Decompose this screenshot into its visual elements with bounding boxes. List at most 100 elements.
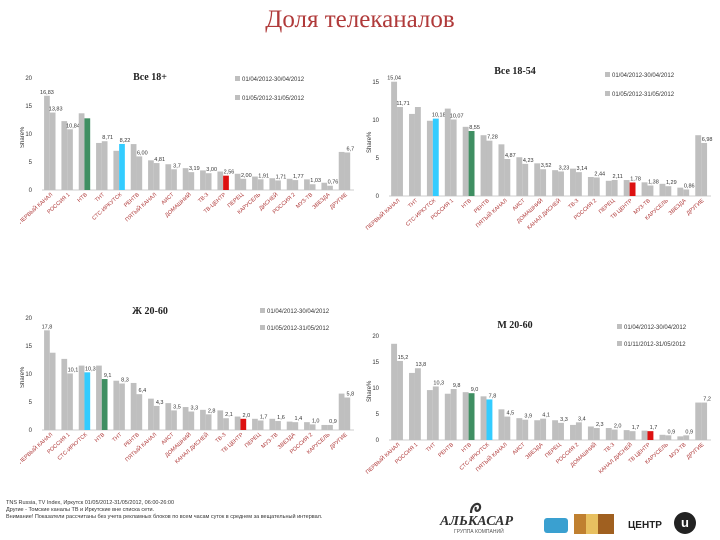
data-label: 10,3 xyxy=(433,380,444,386)
bar-april xyxy=(44,330,50,430)
bar-april xyxy=(426,120,433,196)
y-tick-label: 10 xyxy=(25,372,32,378)
bar-may xyxy=(629,182,636,196)
bar-april xyxy=(338,151,345,190)
bar-may xyxy=(647,431,654,440)
data-label: 2,3 xyxy=(596,422,604,428)
bar-april xyxy=(165,164,172,190)
data-label: 0,9 xyxy=(668,429,676,435)
bar-april xyxy=(552,170,559,196)
alkasar-logo-text: АЛЬКАСАР xyxy=(440,514,513,529)
bar-may xyxy=(153,405,160,430)
bar-may xyxy=(540,418,547,440)
category-label: ЗВЕЗДА xyxy=(312,192,332,211)
bar-april xyxy=(113,150,120,190)
warning-note: Внимание! Показатели рассчитаны без учет… xyxy=(6,514,323,520)
chart-men-20-60: М 20-60 01/04/2012-30/04/2012 01/11/2012-3… xyxy=(365,306,717,492)
bar-april xyxy=(148,398,154,430)
data-label: 1,7 xyxy=(632,425,640,431)
bar-may xyxy=(49,112,56,190)
category-label: ДРУГИЕ xyxy=(329,192,349,211)
source-note: TNS Russia, TV Index, Иркутск 01/05/2012… xyxy=(6,500,426,521)
bar-may xyxy=(575,172,582,196)
bar-april xyxy=(534,420,541,440)
bar-may xyxy=(67,129,73,190)
data-label: 10,18 xyxy=(432,113,446,119)
data-label: 2,00 xyxy=(241,173,252,179)
data-label: 10,3 xyxy=(85,366,96,372)
bar-may xyxy=(558,171,564,196)
data-label: 10,84 xyxy=(66,123,80,129)
alkasar-logo-subtitle: ГРУППА КОМПАНИЙ xyxy=(454,529,504,535)
bar-april xyxy=(182,407,189,430)
chart-women-20-60: Ж 20-60 01/04/2012-30/04/2012 01/05/2012-3… xyxy=(20,300,360,490)
data-label: 9,1 xyxy=(104,373,112,379)
bar-april xyxy=(498,409,505,440)
bar-may xyxy=(665,435,672,440)
bar-may xyxy=(223,175,229,190)
data-label: 3,4 xyxy=(578,416,586,422)
bar-april xyxy=(695,135,702,196)
y-axis-label: Share% xyxy=(367,131,373,153)
data-label: 9,8 xyxy=(453,383,461,389)
bar-may xyxy=(611,429,618,440)
y-tick-label: 10 xyxy=(372,386,379,392)
data-label: 6,7 xyxy=(346,146,354,152)
bar-april xyxy=(516,418,523,440)
category-label: ТВ-3 xyxy=(603,442,616,454)
bar-april xyxy=(677,187,684,196)
category-label: НТВ xyxy=(461,442,473,454)
bar-april xyxy=(570,168,576,196)
category-label: ПЕРЕЦ xyxy=(244,432,262,449)
category-label: НТВ xyxy=(94,432,106,444)
bar-may xyxy=(344,397,351,430)
bar-may xyxy=(153,163,160,190)
bar-may xyxy=(84,372,91,430)
y-tick-label: 10 xyxy=(25,132,32,138)
bar-may xyxy=(240,178,247,190)
data-label: 9,0 xyxy=(471,387,479,393)
category-label: ДРУГИЕ xyxy=(686,198,706,217)
bar-may xyxy=(522,419,529,440)
bar-may xyxy=(136,156,143,190)
bar-april xyxy=(96,142,102,190)
data-label: 5,8 xyxy=(346,392,354,398)
bar-may xyxy=(292,422,299,430)
bar-april xyxy=(78,113,85,190)
bar-april xyxy=(252,176,258,190)
legend-swatch xyxy=(260,308,265,313)
bar-may xyxy=(257,420,264,430)
bar-april xyxy=(321,182,328,190)
data-label: 8,3 xyxy=(121,378,129,384)
bar-april xyxy=(286,421,293,430)
data-label: 1,91 xyxy=(258,173,269,179)
bar-april xyxy=(130,144,137,190)
bar-april xyxy=(182,168,189,190)
bar-may xyxy=(240,418,247,430)
legend-swatch xyxy=(235,95,240,100)
data-label: 13,83 xyxy=(49,107,63,113)
data-label: 4,81 xyxy=(154,157,165,163)
tv-logo-icon xyxy=(544,518,568,533)
data-label: 10,07 xyxy=(450,113,464,119)
y-tick-label: 20 xyxy=(25,316,32,322)
data-label: 1,03 xyxy=(310,178,321,184)
data-label: 3,52 xyxy=(541,163,552,169)
data-label: 0,9 xyxy=(329,419,337,425)
category-label: ЗВЕЗДА xyxy=(525,442,545,461)
bar-may xyxy=(593,428,600,440)
legend-swatch xyxy=(617,341,622,346)
bar-april xyxy=(570,424,576,440)
bar-may xyxy=(101,141,108,190)
data-label: 1,0 xyxy=(312,418,320,424)
legend-label: 01/05/2012-31/05/2012 xyxy=(267,326,330,332)
category-label: ТВ-3 xyxy=(567,198,580,210)
bar-april xyxy=(61,358,68,430)
category-label: ЗВЕЗДА xyxy=(668,198,688,217)
logos: АЛЬКАСАР ГРУППА КОМПАНИЙ ЦЕНТР u xyxy=(440,498,715,538)
bar-april xyxy=(44,95,50,190)
category-label: ТВ-3 xyxy=(215,432,228,444)
data-label: 3,3 xyxy=(560,417,568,423)
bar-may xyxy=(188,172,195,190)
bar-may xyxy=(205,414,212,430)
